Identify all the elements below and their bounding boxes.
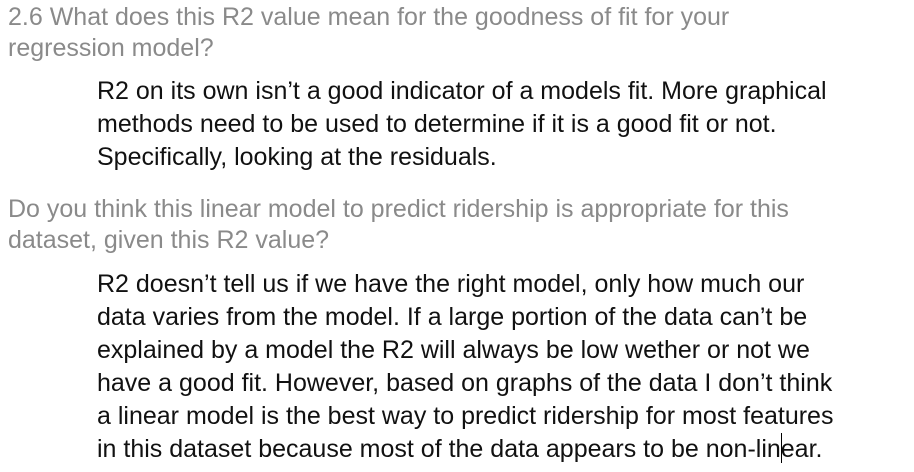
answer-linear-model[interactable]: R2 doesn’t tell us if we have the right … (97, 268, 833, 466)
question-2-6: 2.6 What does this R2 value mean for the… (8, 2, 729, 64)
answer-line: R2 doesn’t tell us if we have the right … (97, 270, 805, 298)
question-line: regression model? (8, 34, 214, 62)
answer-line: methods need to be used to determine if … (97, 110, 777, 138)
answer-line: data varies from the model. If a large p… (97, 303, 808, 331)
answer-2-6: R2 on its own isn’t a good indicator of … (97, 75, 827, 174)
answer-line: a linear model is the best way to predic… (97, 402, 834, 430)
answer-line: R2 on its own isn’t a good indicator of … (97, 77, 827, 105)
answer-text-before-cursor: in this dataset because most of the data… (97, 435, 781, 463)
question-line: 2.6 What does this R2 value mean for the… (8, 3, 730, 31)
answer-text-after-cursor: ear. (780, 435, 823, 463)
question-linear-model: Do you think this linear model to predic… (8, 194, 789, 256)
answer-line: explained by a model the R2 will always … (97, 336, 810, 364)
answer-line-last: in this dataset because most of the data… (97, 433, 833, 466)
answer-line: Specifically, looking at the residuals. (97, 143, 497, 171)
question-line: dataset, given this R2 value? (8, 226, 330, 254)
text-cursor (780, 433, 782, 463)
answer-line: have a good fit. However, based on graph… (97, 369, 833, 397)
question-line: Do you think this linear model to predic… (8, 195, 789, 223)
